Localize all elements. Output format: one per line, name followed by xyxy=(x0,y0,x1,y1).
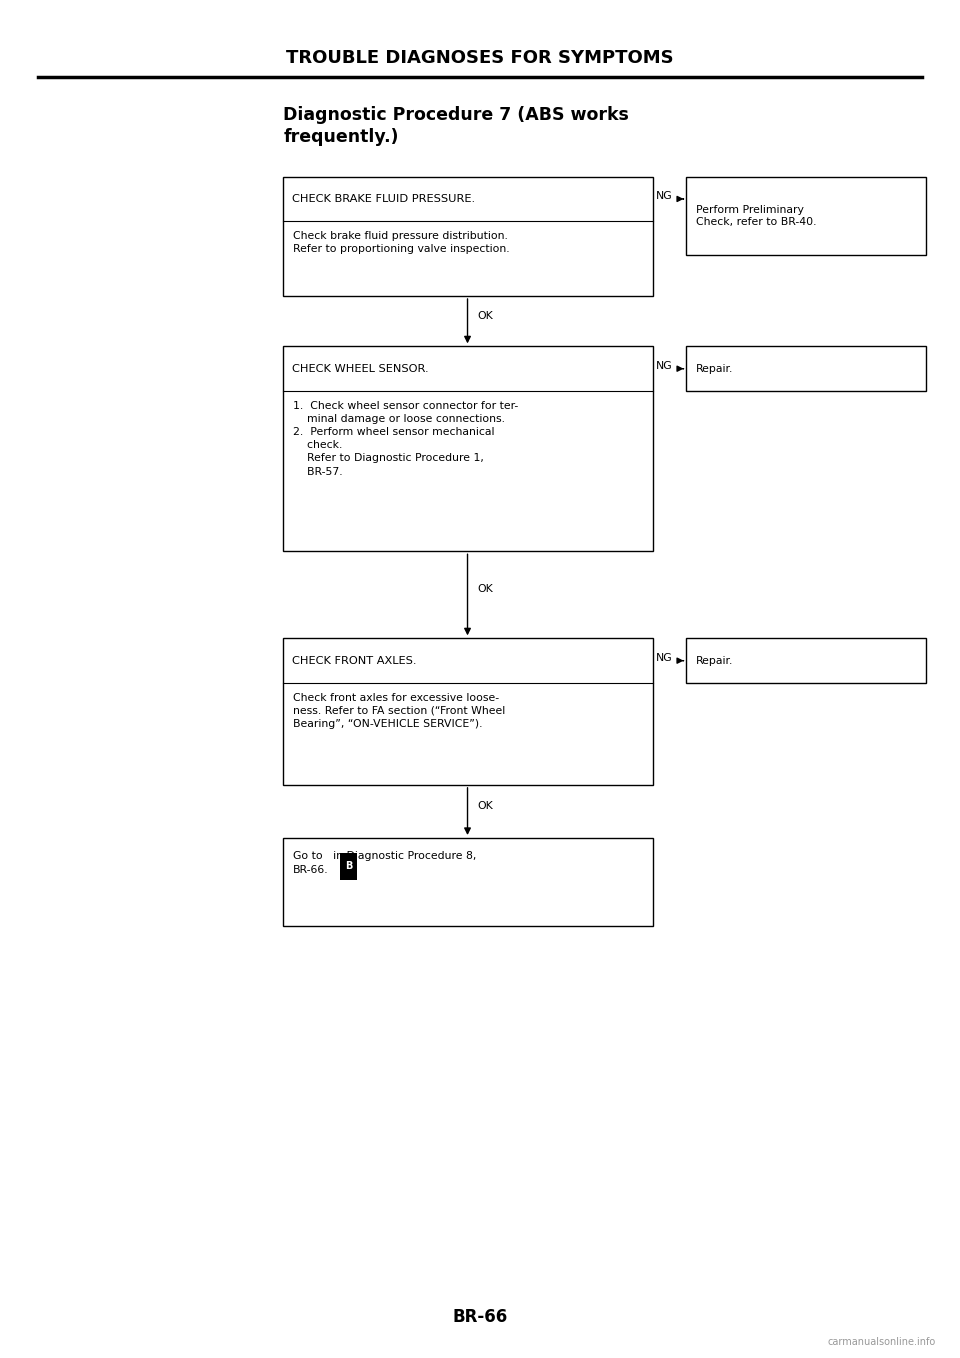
Bar xyxy=(283,346,653,551)
Text: Go to   in Diagnostic Procedure 8,
BR-66.: Go to in Diagnostic Procedure 8, BR-66. xyxy=(293,851,476,875)
Text: frequently.): frequently.) xyxy=(283,128,398,145)
Text: OK: OK xyxy=(477,801,492,811)
Text: Check brake fluid pressure distribution.
Refer to proportioning valve inspection: Check brake fluid pressure distribution.… xyxy=(293,231,510,254)
Text: OK: OK xyxy=(477,311,492,320)
Bar xyxy=(283,177,653,296)
Bar xyxy=(340,853,357,880)
Bar xyxy=(686,346,926,391)
Text: Repair.: Repair. xyxy=(696,364,733,373)
Bar xyxy=(686,177,926,255)
Text: BR-66: BR-66 xyxy=(452,1308,508,1327)
Bar xyxy=(283,638,653,785)
Text: NG: NG xyxy=(656,653,672,663)
Text: Diagnostic Procedure 7 (ABS works: Diagnostic Procedure 7 (ABS works xyxy=(283,106,629,124)
Text: Repair.: Repair. xyxy=(696,656,733,665)
Bar xyxy=(283,838,653,926)
Text: CHECK FRONT AXLES.: CHECK FRONT AXLES. xyxy=(292,656,417,665)
Text: 1.  Check wheel sensor connector for ter-
    minal damage or loose connections.: 1. Check wheel sensor connector for ter-… xyxy=(293,401,518,477)
Text: TROUBLE DIAGNOSES FOR SYMPTOMS: TROUBLE DIAGNOSES FOR SYMPTOMS xyxy=(286,49,674,68)
Bar xyxy=(686,638,926,683)
Text: CHECK BRAKE FLUID PRESSURE.: CHECK BRAKE FLUID PRESSURE. xyxy=(292,194,475,204)
Text: Perform Preliminary
Check, refer to BR-40.: Perform Preliminary Check, refer to BR-4… xyxy=(696,205,817,227)
Text: B: B xyxy=(345,861,352,872)
Text: CHECK WHEEL SENSOR.: CHECK WHEEL SENSOR. xyxy=(292,364,428,373)
Text: Check front axles for excessive loose-
ness. Refer to FA section (“Front Wheel
B: Check front axles for excessive loose- n… xyxy=(293,693,505,729)
Text: NG: NG xyxy=(656,361,672,371)
Text: OK: OK xyxy=(477,584,492,595)
Text: NG: NG xyxy=(656,191,672,201)
Text: carmanualsonline.info: carmanualsonline.info xyxy=(828,1336,936,1347)
